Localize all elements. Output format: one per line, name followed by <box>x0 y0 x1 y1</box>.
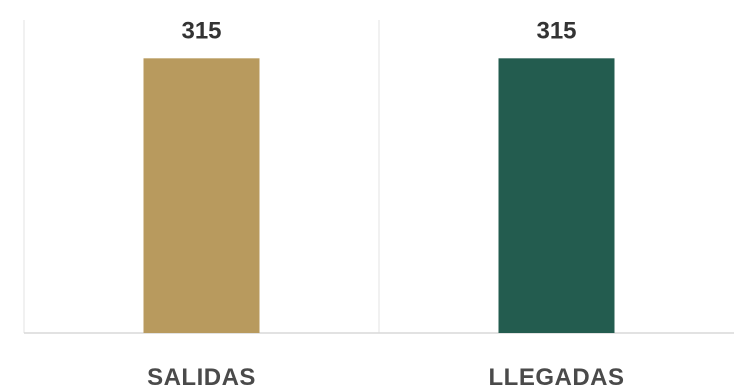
category-label: LLEGADAS <box>489 364 625 389</box>
bar-llegadas <box>498 58 615 333</box>
data-label: 315 <box>536 17 576 44</box>
bar-salidas <box>143 58 260 333</box>
category-label: SALIDAS <box>147 364 256 389</box>
data-label: 315 <box>181 17 221 44</box>
plot-area: 315 SALIDAS 315 LLEGADAS <box>23 17 734 389</box>
